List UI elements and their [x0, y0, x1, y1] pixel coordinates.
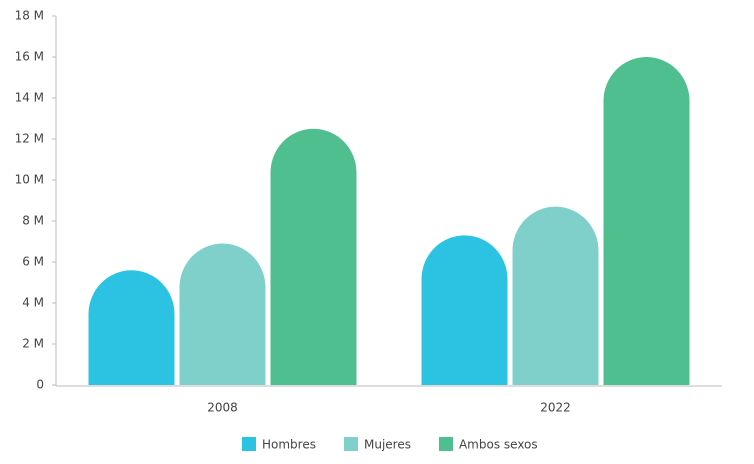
bar	[512, 206, 599, 385]
bar	[179, 243, 266, 385]
x-tick-label: 2022	[540, 401, 571, 415]
legend-swatch	[343, 437, 358, 451]
y-tick-label: 14 M	[15, 91, 44, 105]
bar	[421, 235, 508, 385]
y-tick-label: 6 M	[22, 255, 44, 269]
legend-swatch	[438, 437, 453, 451]
y-tick-label: 4 M	[22, 296, 44, 310]
x-tick-label: 2008	[207, 401, 238, 415]
legend-swatch	[242, 437, 256, 451]
bar	[270, 128, 357, 385]
legend-label: Hombres	[262, 438, 316, 452]
legend-label: Ambos sexos	[459, 438, 538, 452]
y-tick-label: 12 M	[15, 132, 44, 146]
y-tick-label: 16 M	[15, 50, 44, 64]
y-tick-label: 10 M	[15, 173, 44, 187]
bar	[603, 57, 690, 385]
y-tick-label: 0	[36, 378, 44, 392]
y-tick-label: 2 M	[22, 337, 44, 351]
y-tick-label: 8 M	[22, 214, 44, 228]
y-tick-label: 18 M	[15, 9, 44, 23]
legend-label: Mujeres	[364, 438, 411, 452]
bar	[88, 270, 175, 385]
